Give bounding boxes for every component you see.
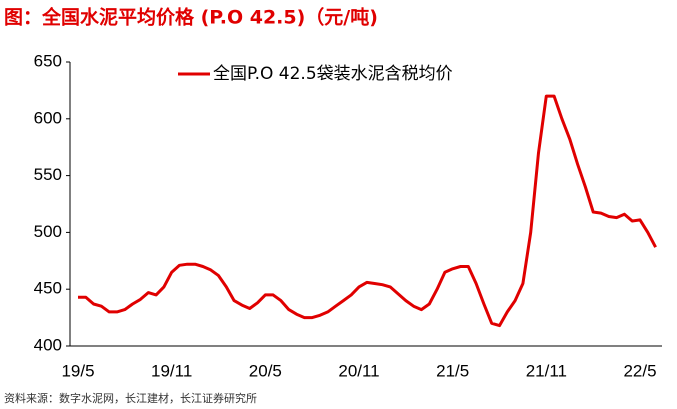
data-line — [78, 94, 657, 328]
y-tick-label: 550 — [34, 165, 62, 184]
source-note: 资料来源：数字水泥网，长江建材，长江证券研究所 — [4, 391, 257, 405]
x-tick-label: 20/11 — [338, 361, 379, 380]
x-tick-label: 21/11 — [526, 361, 567, 380]
legend-label: 全国P.O 42.5袋装水泥含税均价 — [213, 64, 453, 84]
y-tick-label: 400 — [34, 335, 62, 354]
x-tick-label: 22/5 — [623, 361, 656, 380]
y-tick-label: 450 — [34, 279, 62, 298]
x-tick-label: 21/5 — [436, 361, 469, 380]
x-tick-label: 19/5 — [61, 361, 94, 380]
y-tick-label: 650 — [34, 51, 62, 70]
y-tick-label: 600 — [34, 108, 62, 127]
chart-title: 图：全国水泥平均价格 (P.O 42.5)（元/吨) — [4, 6, 378, 29]
y-tick-label: 500 — [34, 222, 62, 241]
x-tick-label: 19/11 — [151, 361, 192, 380]
x-tick-label: 20/5 — [249, 361, 282, 380]
